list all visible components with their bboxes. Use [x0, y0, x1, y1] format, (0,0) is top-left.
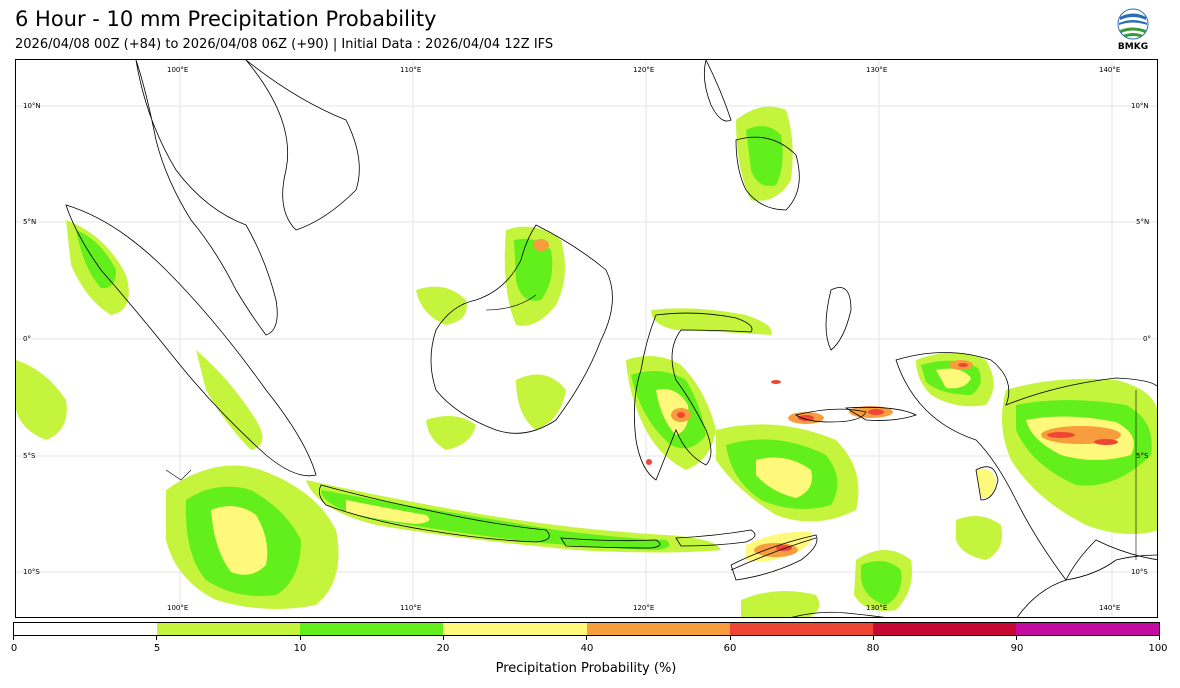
colorbar-tick — [1159, 636, 1160, 640]
colorbar-label-10: 10 — [293, 643, 307, 654]
colorbar-tick — [730, 636, 731, 640]
lat-label-0-right: 0° — [1143, 335, 1151, 343]
colorbar-label-60: 60 — [723, 643, 737, 654]
chart-subtitle: 2026/04/08 00Z (+84) to 2026/04/08 06Z (… — [15, 37, 554, 52]
lat-label-5n-right: 5°N — [1136, 218, 1150, 226]
colorbar-tick — [443, 636, 444, 640]
prob-60-80-layer — [646, 363, 1118, 551]
colorbar-label-80: 80 — [866, 643, 880, 654]
colorbar-label-40: 40 — [580, 643, 594, 654]
lat-label-10n-left: 10°N — [23, 102, 41, 110]
lat-label-10s-left: 10°S — [23, 568, 40, 576]
map-canvas — [16, 60, 1157, 617]
colorbar-tick — [873, 636, 874, 640]
lon-label-140e-bottom: 140°E — [1099, 604, 1121, 612]
logo-text: BMKG — [1117, 42, 1149, 52]
lon-label-130e-top: 130°E — [866, 66, 888, 74]
lon-label-120e-top: 120°E — [633, 66, 655, 74]
colorbar-segment-20-40 — [443, 623, 587, 635]
lat-label-0-left: 0° — [23, 335, 31, 343]
colorbar — [13, 622, 1160, 636]
precipitation-map: 100°E 110°E 120°E 130°E 140°E 100°E 110°… — [15, 59, 1158, 618]
lon-label-140e-top: 140°E — [1099, 66, 1121, 74]
lon-label-110e-top: 110°E — [400, 66, 422, 74]
colorbar-tick — [1016, 636, 1017, 640]
lat-label-5n-left: 5°N — [23, 218, 37, 226]
colorbar-segment-80-90 — [872, 623, 1016, 635]
colorbar-tick — [156, 636, 157, 640]
lon-label-110e-bottom: 110°E — [400, 604, 422, 612]
graticule — [16, 60, 1157, 617]
colorbar-tick — [586, 636, 587, 640]
lat-label-5s-left: 5°S — [23, 452, 36, 460]
lon-label-120e-bottom: 120°E — [633, 604, 655, 612]
lat-label-10s-right: 10°S — [1131, 568, 1148, 576]
colorbar-tick — [300, 636, 301, 640]
colorbar-title: Precipitation Probability (%) — [495, 661, 677, 676]
coastlines — [65, 60, 1157, 617]
colorbar-segment-10-20 — [300, 623, 444, 635]
colorbar-segment-0-5 — [14, 623, 158, 635]
colorbar-label-90: 90 — [1010, 643, 1024, 654]
chart-title: 6 Hour - 10 mm Precipitation Probability — [15, 7, 437, 31]
bmkg-logo: BMKG — [1113, 8, 1153, 54]
lon-label-130e-bottom: 130°E — [866, 604, 888, 612]
colorbar-label-0: 0 — [10, 643, 18, 654]
colorbar-segment-5-10 — [157, 623, 301, 635]
lat-label-5s-right: 5°S — [1136, 452, 1149, 460]
lon-label-100e-top: 100°E — [167, 66, 189, 74]
colorbar-segment-90-100 — [1015, 623, 1159, 635]
lat-label-10n-right: 10°N — [1131, 102, 1149, 110]
colorbar-label-5: 5 — [153, 643, 161, 654]
colorbar-segment-40-60 — [586, 623, 730, 635]
colorbar-segment-60-80 — [729, 623, 873, 635]
colorbar-tick — [13, 636, 14, 640]
colorbar-label-20: 20 — [436, 643, 450, 654]
bmkg-globe-icon — [1117, 8, 1149, 40]
colorbar-label-100: 100 — [1148, 643, 1168, 654]
lon-label-100e-bottom: 100°E — [167, 604, 189, 612]
